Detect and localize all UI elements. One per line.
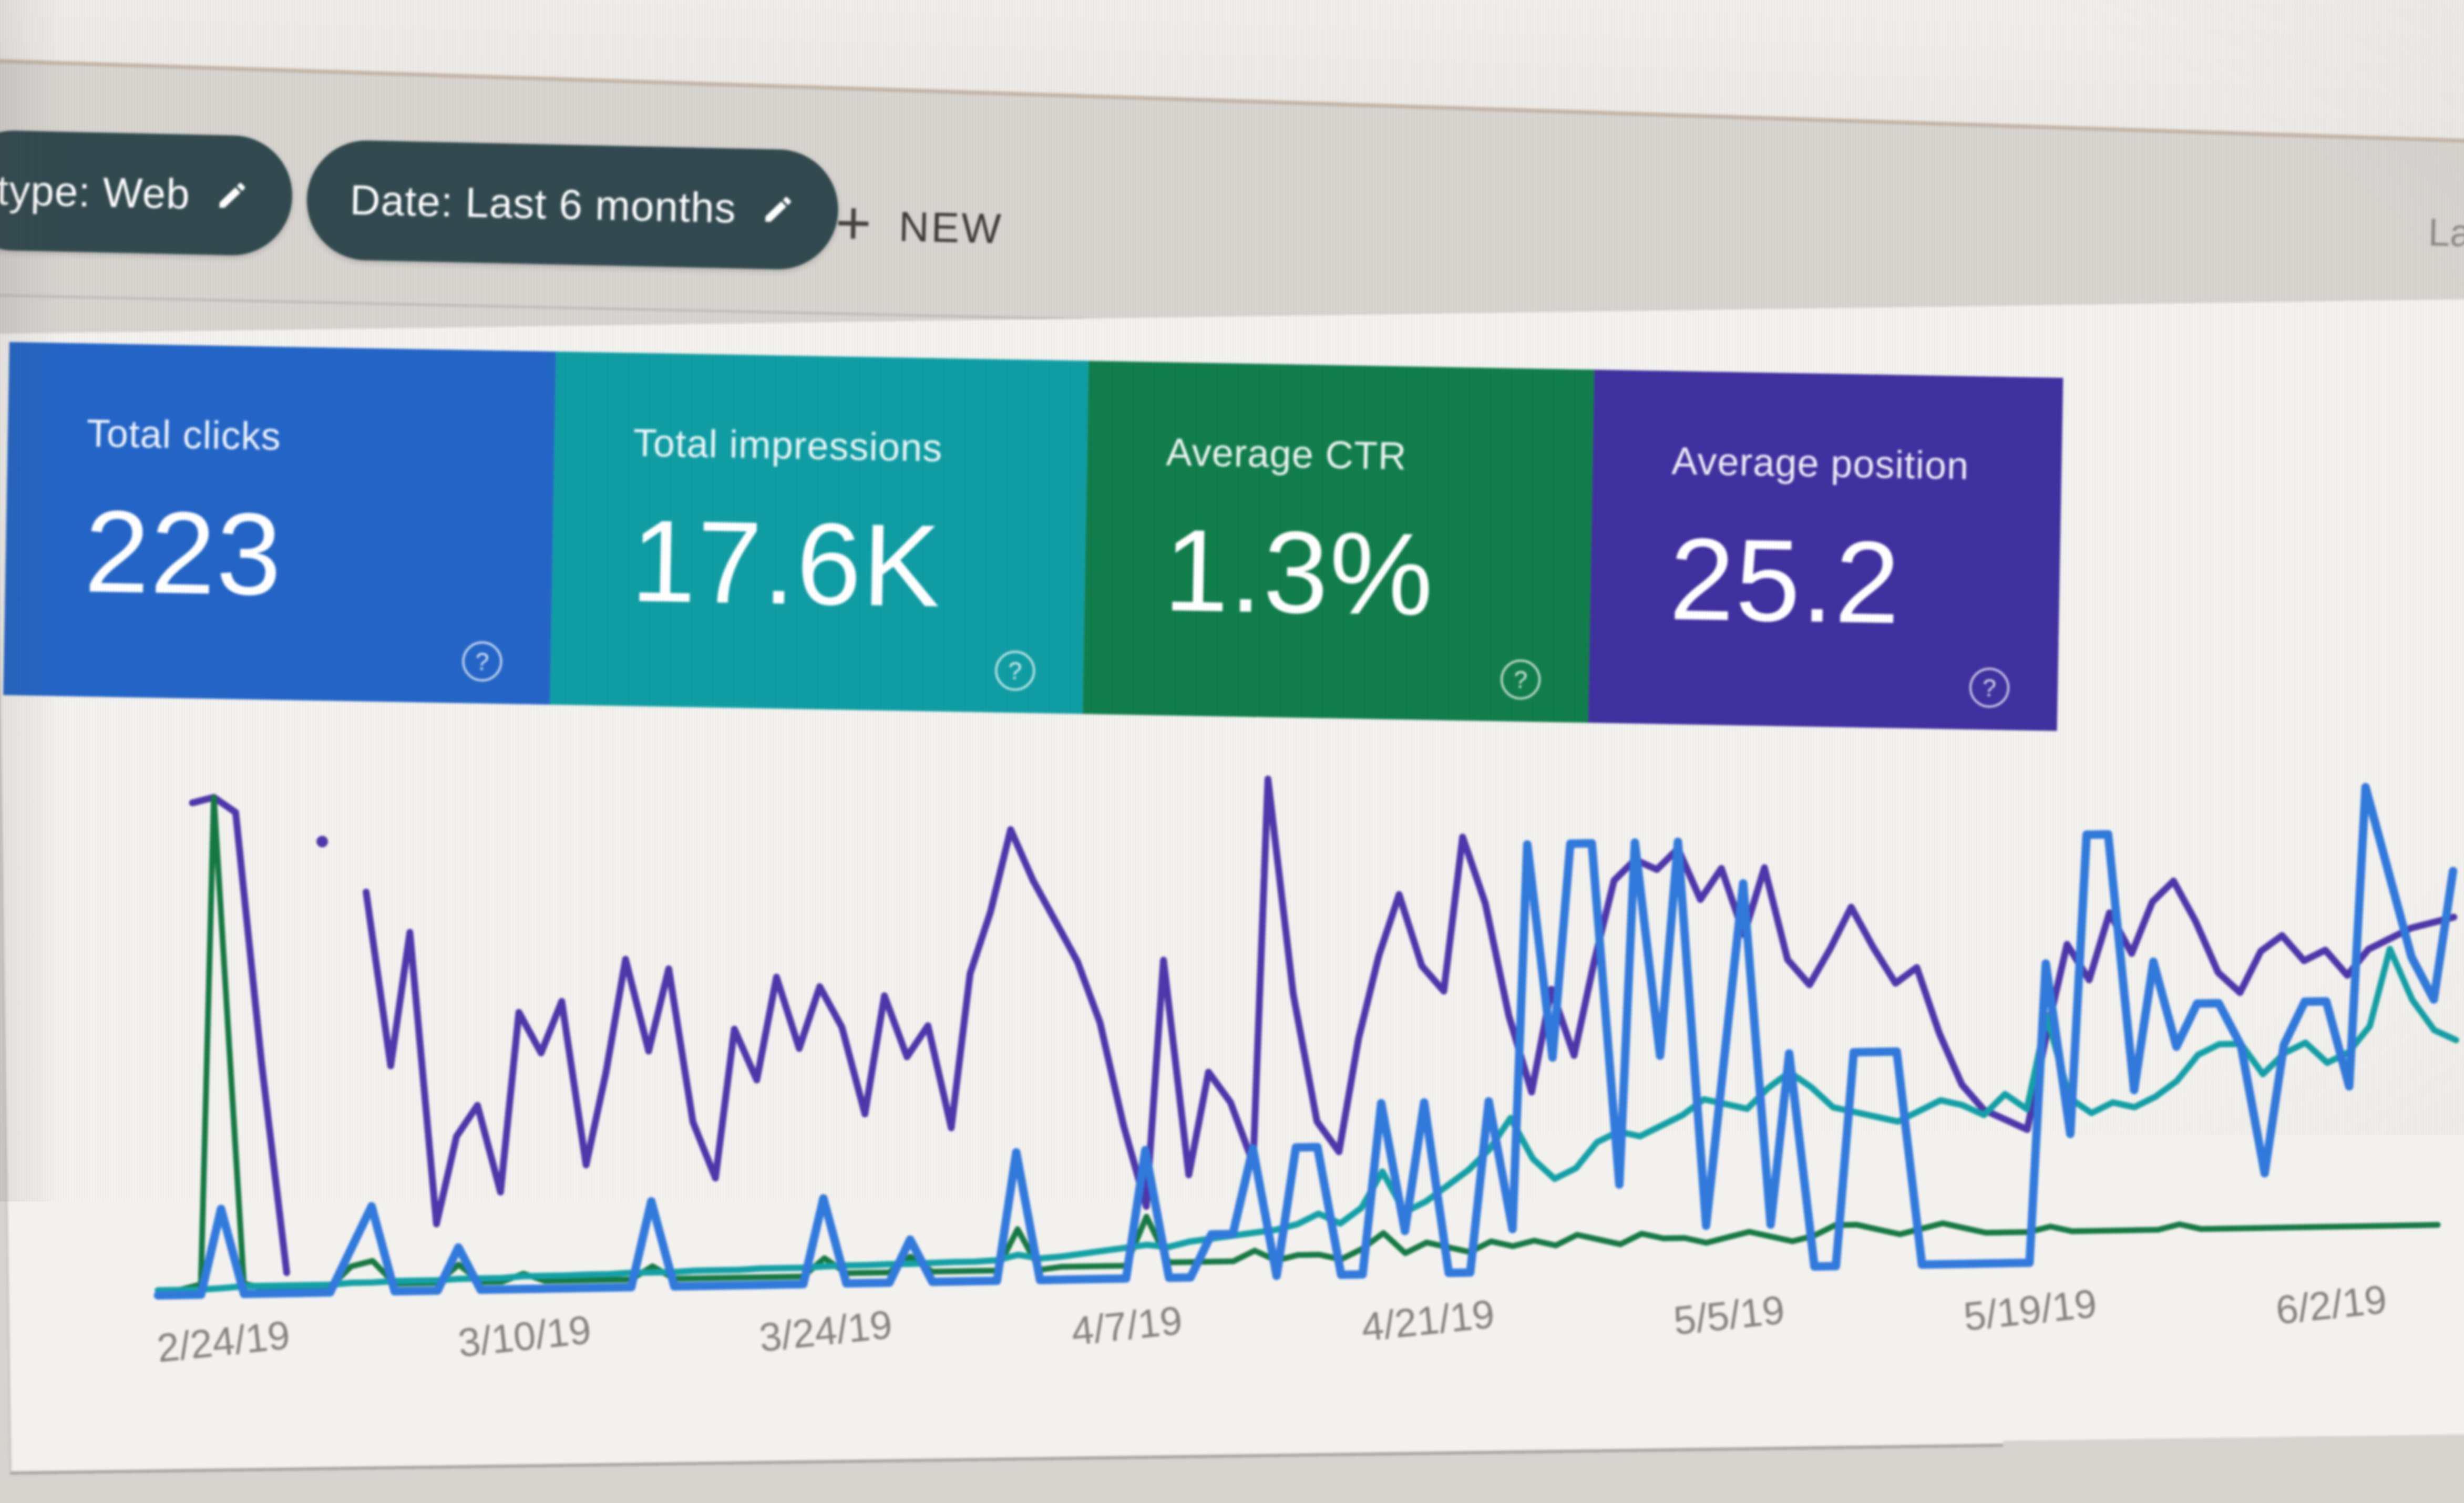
metric-card-value: 17.6K bbox=[630, 503, 1086, 627]
metric-card-value: 223 bbox=[84, 493, 553, 617]
x-axis-label: 2/24/19 bbox=[155, 1312, 292, 1372]
performance-panel: Total clicks 223 ? Total impressions 17.… bbox=[0, 299, 2464, 1475]
search-console-ui: type: Web Date: Last 6 months + NEW La bbox=[0, 0, 2464, 1503]
metrics-row: Total clicks 223 ? Total impressions 17.… bbox=[3, 342, 2063, 731]
help-icon[interactable]: ? bbox=[1969, 667, 2009, 708]
metric-card-title: Total clicks bbox=[86, 410, 555, 464]
x-axis-label: 5/19/19 bbox=[1962, 1281, 2099, 1340]
x-axis-label: 4/21/19 bbox=[1359, 1291, 1496, 1351]
metric-card-value: 25.2 bbox=[1669, 521, 2061, 644]
new-button-label: NEW bbox=[898, 197, 1004, 253]
x-axis-label: 5/5/19 bbox=[1671, 1287, 1787, 1344]
metric-card[interactable]: Average CTR 1.3% ? bbox=[1083, 361, 1595, 723]
filter-chip-label: type: Web bbox=[0, 166, 191, 219]
filter-chip-label: Date: Last 6 months bbox=[350, 176, 737, 233]
x-axis-label: 6/2/19 bbox=[2274, 1276, 2389, 1334]
screen: type: Web Date: Last 6 months + NEW La bbox=[0, 0, 2464, 1503]
metric-card[interactable]: Total impressions 17.6K ? bbox=[550, 352, 1089, 714]
filter-chip-date[interactable]: Date: Last 6 months bbox=[305, 139, 839, 271]
pencil-icon[interactable] bbox=[215, 178, 249, 212]
chart-band: 2/24/19 3/10/19 3/24/19 4/7/19 4/21/19 5/5/19… bbox=[0, 711, 2464, 1438]
plus-icon: + bbox=[835, 192, 872, 254]
series-line-position bbox=[364, 758, 2458, 1225]
help-icon[interactable]: ? bbox=[1500, 659, 1541, 699]
x-axis-label: 4/7/19 bbox=[1069, 1298, 1184, 1355]
metric-card-title: Average position bbox=[1671, 438, 2062, 490]
series-line-impressions bbox=[152, 948, 2459, 1291]
metric-card-title: Total impressions bbox=[633, 420, 1087, 473]
truncated-text: La bbox=[2428, 210, 2464, 255]
help-icon[interactable]: ? bbox=[462, 641, 502, 682]
metric-card-title: Average CTR bbox=[1166, 429, 1593, 481]
series-point-position bbox=[316, 836, 328, 847]
metric-card-value: 1.3% bbox=[1163, 512, 1592, 636]
help-icon[interactable]: ? bbox=[995, 651, 1035, 691]
filter-chip-search-type[interactable]: type: Web bbox=[0, 129, 293, 256]
pencil-icon[interactable] bbox=[761, 192, 795, 227]
x-axis-label: 3/24/19 bbox=[757, 1302, 894, 1361]
metric-card[interactable]: Average position 25.2 ? bbox=[1588, 369, 2063, 730]
metric-card[interactable]: Total clicks 223 ? bbox=[3, 342, 556, 705]
performance-chart[interactable] bbox=[143, 712, 2464, 1356]
x-axis-label: 3/10/19 bbox=[456, 1307, 593, 1366]
new-filter-button[interactable]: + NEW bbox=[835, 192, 1004, 258]
